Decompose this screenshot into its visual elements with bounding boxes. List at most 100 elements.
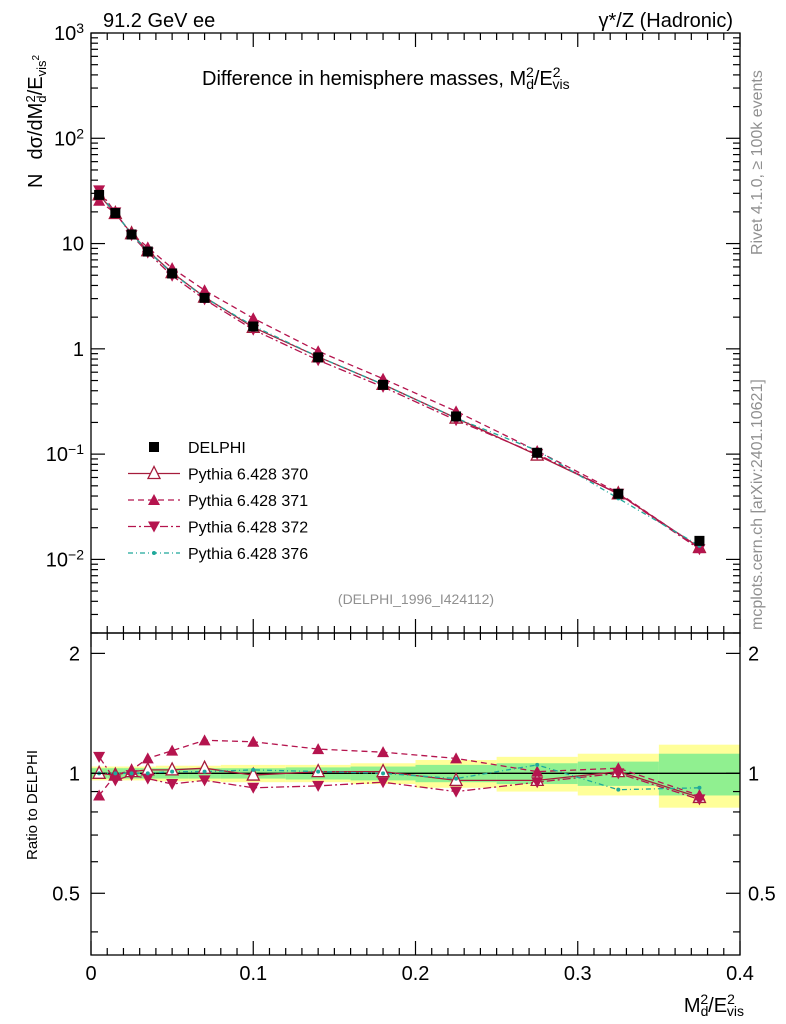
y-tick-label-top-4: 1 <box>73 339 84 361</box>
ratio-series-layer <box>92 734 707 806</box>
side-label-bottom: mcplots.cern.ch [arXiv:2401.10621] <box>749 379 766 630</box>
y-axis-label-top: Ndσ/dMd2/Evis2 <box>23 54 49 188</box>
ratio-4-point-2 <box>113 771 118 776</box>
ratio-4-point-5 <box>170 769 175 774</box>
plot-title: Difference in hemisphere masses, Md2/E2 v… <box>202 64 570 92</box>
y-tick-label-top-3: 10 <box>62 234 84 256</box>
ratio-4-point-9 <box>381 771 386 776</box>
series-2-point-1 <box>93 194 106 206</box>
series-2-point-6 <box>198 284 211 296</box>
ratio-3-point-8 <box>312 780 325 792</box>
ratio-1-point-7 <box>246 766 261 781</box>
ratio-3-point-3 <box>125 770 138 782</box>
legend-label-4: Pythia 6.428 376 <box>188 546 308 563</box>
ratio-3-point-11 <box>531 777 544 789</box>
data-point-12 <box>613 488 624 499</box>
ratio-4-point-8 <box>316 769 321 774</box>
y-tick-label-bottom-right-2: 1 <box>748 763 759 785</box>
y-tick-label-bottom-right-1: 2 <box>748 643 759 665</box>
legend: DELPHI Pythia 6.428 370 Pythia 6.428 371 Py… <box>128 440 308 563</box>
x-tick-label-4: 0.3 <box>564 963 592 985</box>
y-tick-label-bottom-3: 0.5 <box>52 883 80 905</box>
ratio-3-point-7 <box>247 782 260 794</box>
data-point-13 <box>694 535 705 546</box>
data-point-10 <box>451 411 462 422</box>
x-tick-label-5: 0.4 <box>726 963 754 985</box>
y-tick-label-top-5: 10−1 <box>46 441 84 466</box>
data-point-5 <box>167 268 178 279</box>
ratio-3-point-13 <box>693 794 706 806</box>
data-point-1 <box>94 189 105 200</box>
ratio-1-point-9 <box>375 763 391 778</box>
legend-label-3: Pythia 6.428 372 <box>188 520 308 537</box>
ratio-3-point-1 <box>93 751 106 763</box>
series-2-point-7 <box>247 312 260 324</box>
legend-marker-data <box>149 442 159 452</box>
ratio-3-point-5 <box>166 779 179 791</box>
ratio-1-point-5 <box>165 761 180 776</box>
ratio-4-point-3 <box>129 771 134 776</box>
ratio-3-point-2 <box>109 775 122 787</box>
ratio-plot-panel: 0 0.1 0.2 0.3 0.42 21 10.5 0.5 Ratio to DELPHI … <box>24 632 776 1019</box>
ratio-2-point-9 <box>377 746 390 758</box>
ratio-4-point-10 <box>454 776 459 781</box>
data-point-9 <box>378 379 389 390</box>
ratio-2-point-6 <box>198 734 211 746</box>
data-point-7 <box>248 321 259 332</box>
legend-label-2: Pythia 6.428 371 <box>188 493 308 510</box>
ratio-4-point-12 <box>616 787 621 792</box>
ratio-3-point-6 <box>198 775 211 787</box>
data-point-2 <box>110 208 121 219</box>
data-point-8 <box>313 352 324 363</box>
header-right: γ*/Z (Hadronic) <box>599 10 733 32</box>
ratio-4-point-7 <box>251 767 256 772</box>
ratio-4-point-13 <box>697 785 702 790</box>
y-tick-label-bottom-2: 1 <box>69 763 80 785</box>
bottom-axes: 0 0.1 0.2 0.3 0.4 2 2 1 1 0.5 0.5 <box>52 633 776 985</box>
data-point-6 <box>199 292 210 303</box>
legend-marker-1 <box>146 465 162 480</box>
ratio-3-point-10 <box>450 786 463 798</box>
svg-text:Ndσ/dMd2/Evis2: Ndσ/dMd2/Evis2 <box>23 54 49 188</box>
ratio-2-point-8 <box>312 743 325 755</box>
y-tick-label-bottom-right-3: 0.5 <box>748 883 776 905</box>
x-tick-label-2: 0.1 <box>239 963 267 985</box>
ratio-2-point-1 <box>93 789 106 801</box>
x-axis-label: Md2/E2 vis <box>684 991 744 1019</box>
top-frame <box>90 32 741 634</box>
legend-marker-3 <box>148 521 160 533</box>
ratio-4-point-6 <box>202 769 207 774</box>
legend-marker-4 <box>152 551 156 555</box>
legend-label-1: Pythia 6.428 370 <box>188 467 308 484</box>
ratio-3-point-9 <box>377 777 390 789</box>
x-tick-label-3: 0.2 <box>402 963 430 985</box>
ratio-2-point-5 <box>166 744 179 756</box>
analysis-label: (DELPHI_1996_I424112) <box>338 591 494 607</box>
data-point-4 <box>142 246 153 257</box>
series-3-point-13 <box>693 544 706 556</box>
ratio-2-point-7 <box>247 735 260 747</box>
y-tick-label-top-6: 10−2 <box>46 546 84 571</box>
data-point-11 <box>532 447 543 458</box>
x-tick-label-1: 0 <box>85 963 96 985</box>
top-series-layer <box>92 185 707 556</box>
y-tick-label-top-2: 102 <box>54 125 84 150</box>
ratio-2-point-11 <box>531 765 544 777</box>
ratio-2-point-10 <box>450 752 463 764</box>
y-tick-label-top-1: 103 <box>54 20 84 45</box>
side-label-top: Rivet 4.1.0, ≥ 100k events <box>749 70 766 255</box>
ratio-3-point-4 <box>141 773 154 785</box>
ratio-3-point-12 <box>612 768 625 780</box>
y-tick-label-bottom-1: 2 <box>69 643 80 665</box>
ratio-4-point-4 <box>145 771 150 776</box>
ratio-2-point-4 <box>141 752 154 764</box>
legend-marker-2 <box>148 494 160 505</box>
ratio-4-point-11 <box>535 762 540 767</box>
legend-label-data: DELPHI <box>188 440 246 457</box>
data-point-3 <box>126 229 137 240</box>
y-axis-label-bottom: Ratio to DELPHI <box>24 750 41 860</box>
header-left: 91.2 GeV ee <box>103 10 215 32</box>
